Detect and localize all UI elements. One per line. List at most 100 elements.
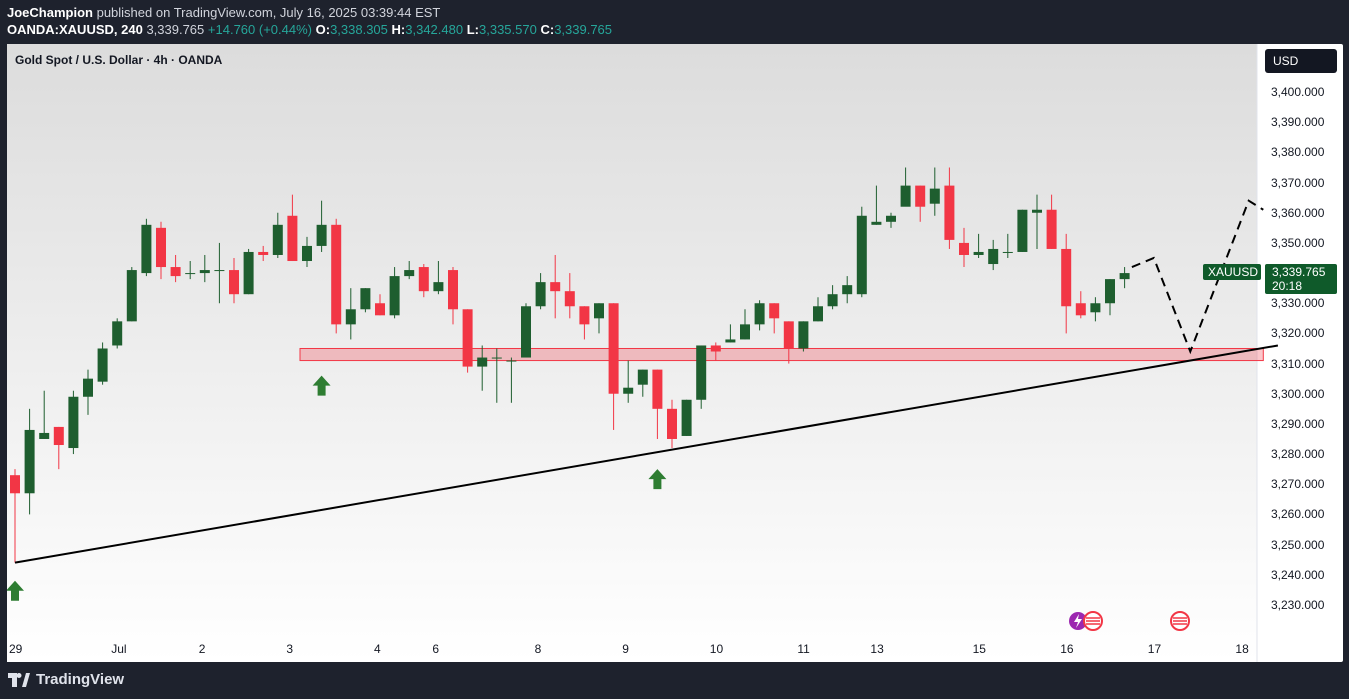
time-tick-label: 10: [709, 642, 724, 656]
high-value: 3,342.480: [405, 22, 464, 37]
currency-button[interactable]: USD: [1265, 49, 1337, 73]
candle-body: [1002, 251, 1013, 253]
candle-body: [667, 408, 677, 439]
logo-text: TradingView: [36, 671, 125, 688]
candle-body: [448, 270, 458, 310]
candle-body: [754, 303, 765, 325]
time-tick-label: 16: [1060, 642, 1074, 656]
candle-body: [10, 475, 20, 494]
price-tick-label: 3,230.000: [1271, 597, 1325, 612]
candle-body: [506, 360, 517, 362]
event-icons[interactable]: [1068, 610, 1108, 632]
candle-body: [141, 224, 152, 274]
candle-body: [112, 321, 123, 346]
close-label: C:: [540, 22, 555, 37]
time-tick-label: 4: [374, 642, 381, 656]
candle-body: [944, 185, 955, 240]
price-tick-label: 3,280.000: [1271, 447, 1325, 462]
candle-body: [404, 270, 415, 277]
candle-body: [769, 303, 780, 319]
author-name[interactable]: JoeChampion: [7, 5, 93, 20]
candle-body: [988, 248, 999, 265]
symbol-interval: OANDA:XAUUSD, 240: [7, 22, 143, 37]
candle-body: [521, 306, 531, 358]
candle-body: [783, 321, 794, 349]
candle-body: [243, 251, 254, 295]
candle-body: [1075, 303, 1086, 316]
candle-body: [886, 215, 896, 222]
candle-body: [973, 251, 984, 255]
up-arrow-icon: [7, 580, 24, 601]
time-tick-label: 29: [9, 642, 23, 656]
publish-line: JoeChampion published on TradingView.com…: [7, 5, 440, 20]
price-tick-label: 3,360.000: [1271, 205, 1325, 220]
price-tick-label: 3,390.000: [1271, 115, 1325, 130]
candle-body: [827, 294, 838, 307]
candle-body: [696, 345, 707, 400]
lightning-glyph: [1074, 614, 1082, 628]
candle-body: [710, 345, 721, 352]
candle-body: [1061, 248, 1072, 307]
candle-body: [170, 267, 181, 277]
candle-body: [360, 288, 371, 310]
candle-body: [97, 348, 108, 382]
candle-body: [550, 282, 561, 292]
last-price-value: 3,339.765: [1272, 265, 1326, 279]
candle-body: [594, 303, 604, 319]
close-value: 3,339.765: [554, 22, 613, 37]
candle-body: [302, 245, 312, 262]
candle-body: [1090, 303, 1101, 313]
last-price-tag: 3,339.765 20:18: [1265, 264, 1337, 294]
candle-body: [579, 306, 590, 325]
price-chart[interactable]: [7, 44, 1343, 662]
ohlc-line: OANDA:XAUUSD, 240 3,339.765 +14.760 (+0.…: [7, 22, 612, 37]
candle-body: [331, 224, 342, 325]
event-icon-17[interactable]: [1168, 610, 1192, 632]
price-tick-label: 3,320.000: [1271, 326, 1325, 341]
candle-body: [535, 282, 546, 307]
candle-body: [39, 432, 50, 439]
candle-body: [316, 224, 327, 246]
candle-body: [1017, 209, 1028, 252]
up-arrow-icon: [648, 469, 667, 490]
candle-body: [813, 306, 823, 322]
open-label: O:: [315, 22, 331, 37]
price-tick-label: 3,240.000: [1271, 567, 1325, 582]
tradingview-logo-icon: [8, 672, 30, 687]
tradingview-logo[interactable]: TradingView: [8, 671, 124, 688]
candle-body: [608, 303, 619, 394]
price-tick-label: 3,380.000: [1271, 145, 1325, 160]
candle-body: [564, 291, 575, 307]
time-tick-label: 13: [870, 642, 884, 656]
candle-body: [959, 242, 969, 255]
candle-body: [871, 221, 882, 225]
time-tick-label: 17: [1147, 642, 1162, 656]
price-tick-label: 3,250.000: [1271, 537, 1325, 552]
candle-body: [652, 369, 663, 409]
candle-body: [418, 267, 429, 292]
candle-body: [433, 282, 444, 292]
time-tick-label: 6: [432, 642, 440, 656]
candle-body: [856, 215, 867, 295]
candle-body: [287, 215, 298, 262]
candle-body: [725, 339, 736, 343]
footer-bar: [0, 662, 1349, 699]
candle-body: [53, 426, 64, 446]
time-tick-label: 3: [286, 642, 294, 656]
candle-body: [1032, 209, 1042, 213]
time-tick-label: 11: [797, 642, 810, 656]
candle-body: [83, 378, 93, 397]
candle-body: [156, 227, 166, 268]
price-tick-label: 3,300.000: [1271, 386, 1325, 401]
candle-body: [477, 357, 488, 367]
low-value: 3,335.570: [479, 22, 537, 37]
candle-body: [389, 276, 400, 316]
candle-body: [199, 270, 210, 274]
candle-body: [258, 251, 269, 255]
published-text: published on TradingView.com, July 16, 2…: [96, 5, 441, 20]
candle-body: [375, 303, 385, 316]
candle-body: [229, 270, 239, 295]
flag-stripes: [1173, 617, 1187, 625]
publish-header: JoeChampion published on TradingView.com…: [0, 0, 1349, 44]
candle-body: [623, 387, 634, 394]
